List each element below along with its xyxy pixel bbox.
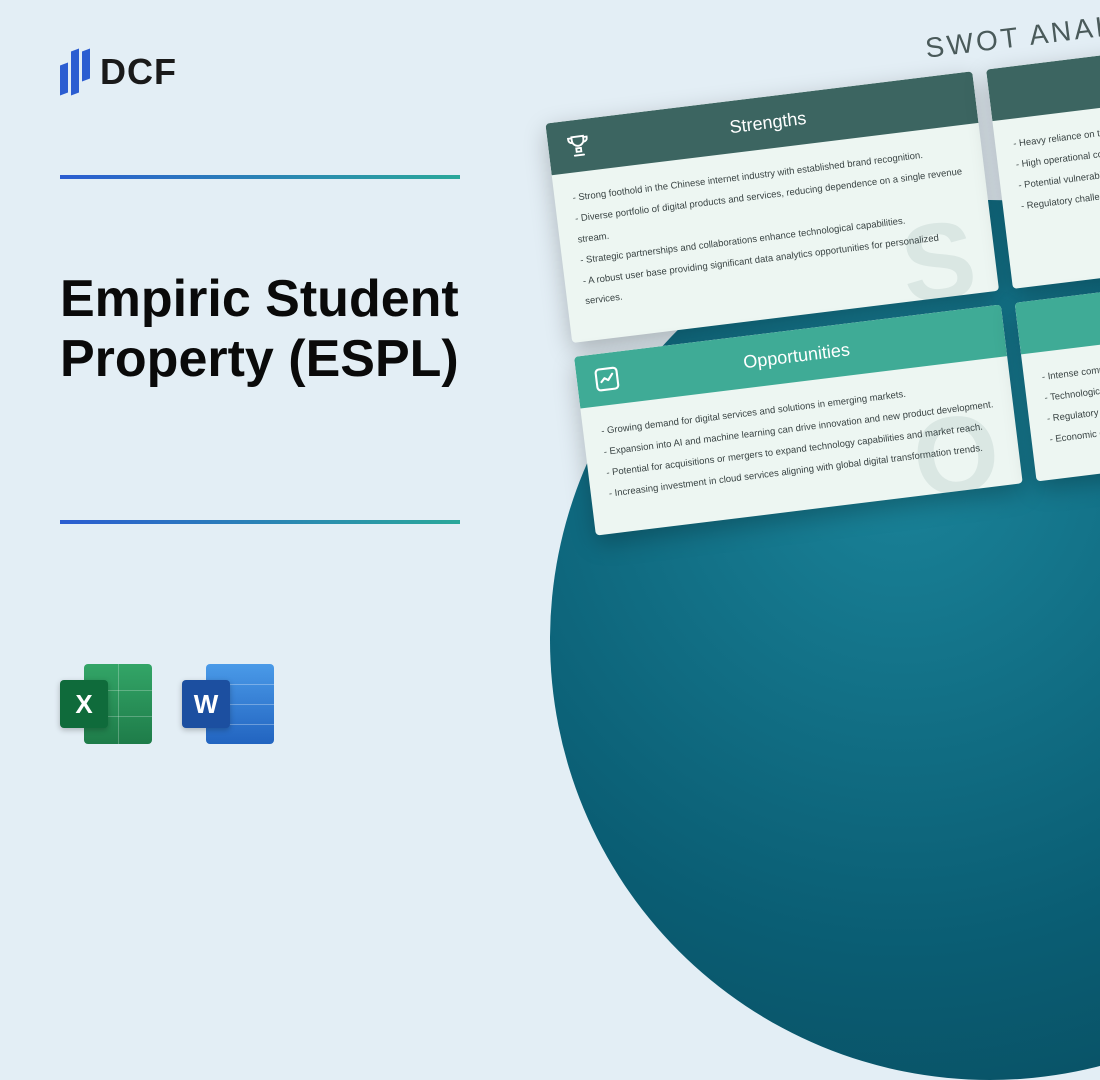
logo: DCF — [60, 50, 177, 94]
app-icons: X W — [60, 658, 274, 750]
divider-top — [60, 175, 460, 179]
swot-card-weaknesses: - Heavy reliance on the domestic - High … — [986, 33, 1100, 289]
swot-card-threats: - Intense competition - Technological di… — [1015, 267, 1100, 482]
word-badge: W — [182, 680, 230, 728]
page-title: Empiric Student Property (ESPL) — [60, 270, 560, 390]
swot-card-strengths: Strengths - Strong foothold in the Chine… — [545, 71, 999, 343]
swot-analysis: SWOT ANALYSIS Strengths - Strong foothol… — [540, 0, 1100, 535]
logo-text: DCF — [100, 51, 177, 93]
chart-line-icon — [591, 364, 622, 395]
logo-bars-icon — [60, 50, 90, 94]
excel-icon: X — [60, 658, 152, 750]
divider-bottom — [60, 520, 460, 524]
trophy-icon — [563, 130, 594, 161]
swot-grid: Strengths - Strong foothold in the Chine… — [545, 33, 1100, 535]
word-icon: W — [182, 658, 274, 750]
excel-badge: X — [60, 680, 108, 728]
